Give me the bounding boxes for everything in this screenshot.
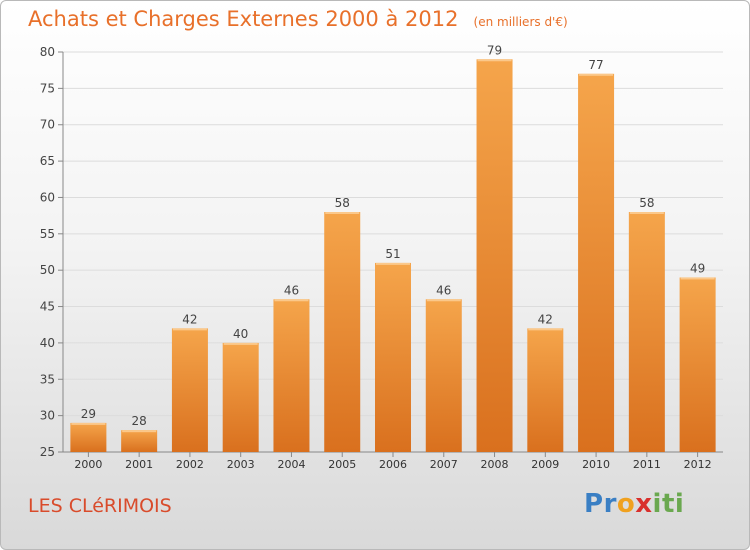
data-label: 79 bbox=[487, 43, 502, 57]
y-tick-label: 55 bbox=[40, 227, 55, 241]
bar-2009 bbox=[527, 328, 564, 452]
bar-highlight bbox=[426, 299, 461, 302]
bar-highlight bbox=[629, 212, 664, 214]
y-tick-labels: 25 30 35 40 45 50 55 60 65 70 75 80 bbox=[40, 45, 55, 459]
bar-highlight bbox=[172, 328, 207, 331]
bar-highlight bbox=[325, 212, 360, 214]
bar-2007 bbox=[425, 299, 462, 452]
bars bbox=[70, 59, 716, 453]
y-tick-label: 50 bbox=[40, 263, 55, 277]
logo-letter: r bbox=[603, 489, 617, 519]
x-tick-label: 2003 bbox=[227, 458, 255, 471]
x-tick-labels: 2000 2001 2002 2003 2004 2005 2006 2007 2008 2009… bbox=[74, 458, 711, 471]
bar-highlight bbox=[528, 328, 563, 331]
x-tick-label: 2011 bbox=[633, 458, 661, 471]
bar-highlight bbox=[274, 299, 309, 302]
x-tick-label: 2007 bbox=[430, 458, 458, 471]
logo-letter: P bbox=[584, 489, 604, 519]
bar-highlight bbox=[223, 342, 258, 345]
bar-highlight bbox=[680, 277, 715, 280]
data-label: 46 bbox=[436, 283, 451, 297]
x-tick-label: 2010 bbox=[582, 458, 610, 471]
y-tick-label: 35 bbox=[40, 372, 55, 386]
chart-title-block: Achats et Charges Externes 2000 à 2012 (… bbox=[28, 7, 568, 31]
data-label: 42 bbox=[538, 312, 553, 326]
bar-2006 bbox=[375, 262, 411, 452]
logo-letter: i bbox=[652, 489, 662, 519]
y-tick-label: 65 bbox=[40, 154, 55, 168]
bar-2003 bbox=[222, 342, 259, 452]
data-label: 42 bbox=[182, 312, 197, 326]
bar-2001 bbox=[121, 430, 158, 452]
data-label: 40 bbox=[233, 327, 248, 341]
x-tick-label: 2004 bbox=[277, 458, 305, 471]
y-tick-label: 25 bbox=[40, 445, 55, 459]
x-tick-label: 2008 bbox=[481, 458, 509, 471]
y-tick-label: 70 bbox=[40, 118, 55, 132]
logo-letter: o bbox=[616, 489, 636, 519]
place-name: LES CLéRIMOIS bbox=[28, 495, 172, 517]
bar-highlight bbox=[376, 262, 410, 265]
chart-title: Achats et Charges Externes 2000 à 2012 bbox=[28, 7, 459, 31]
data-label: 51 bbox=[385, 247, 400, 261]
y-tick-label: 60 bbox=[40, 190, 55, 204]
logo-letter: x bbox=[635, 489, 653, 519]
y-tick-label: 80 bbox=[40, 45, 55, 59]
data-label: 49 bbox=[690, 261, 705, 275]
data-label: 28 bbox=[132, 414, 147, 428]
bar-2000 bbox=[70, 422, 107, 452]
bar-2011 bbox=[628, 212, 665, 452]
data-label: 46 bbox=[284, 283, 299, 297]
bar-highlight bbox=[71, 422, 106, 425]
bar-highlight bbox=[477, 59, 512, 62]
data-label: 77 bbox=[588, 58, 603, 72]
data-labels: 29 28 42 40 46 58 51 46 79 42 77 58 49 bbox=[81, 43, 706, 428]
bar-highlight bbox=[579, 73, 614, 76]
bar-2010 bbox=[578, 73, 615, 453]
y-tick-label: 40 bbox=[40, 336, 55, 350]
bar-highlight bbox=[122, 430, 157, 433]
x-tick-label: 2002 bbox=[176, 458, 204, 471]
data-label: 58 bbox=[335, 196, 350, 210]
x-tick-label: 2012 bbox=[684, 458, 712, 471]
bar-2002 bbox=[171, 328, 208, 452]
bar-2004 bbox=[273, 299, 310, 452]
data-label: 29 bbox=[81, 407, 96, 421]
bar-2012 bbox=[679, 277, 716, 452]
x-tick-label: 2000 bbox=[74, 458, 102, 471]
bar-2008 bbox=[476, 59, 513, 452]
x-tick-label: 2009 bbox=[531, 458, 559, 471]
x-tick-label: 2006 bbox=[379, 458, 407, 471]
chart-unit-note: (en milliers d'€) bbox=[473, 15, 568, 29]
proxiti-logo: Proxiti bbox=[584, 489, 684, 519]
y-tick-label: 45 bbox=[40, 300, 55, 314]
y-tick-label: 75 bbox=[40, 81, 55, 95]
logo-letter: t bbox=[661, 489, 675, 519]
x-tick-label: 2001 bbox=[125, 458, 153, 471]
data-label: 58 bbox=[639, 196, 654, 210]
bar-2005 bbox=[324, 212, 361, 452]
logo-letter: i bbox=[674, 489, 685, 519]
x-tick-label: 2005 bbox=[328, 458, 356, 471]
y-tick-label: 30 bbox=[40, 409, 55, 423]
